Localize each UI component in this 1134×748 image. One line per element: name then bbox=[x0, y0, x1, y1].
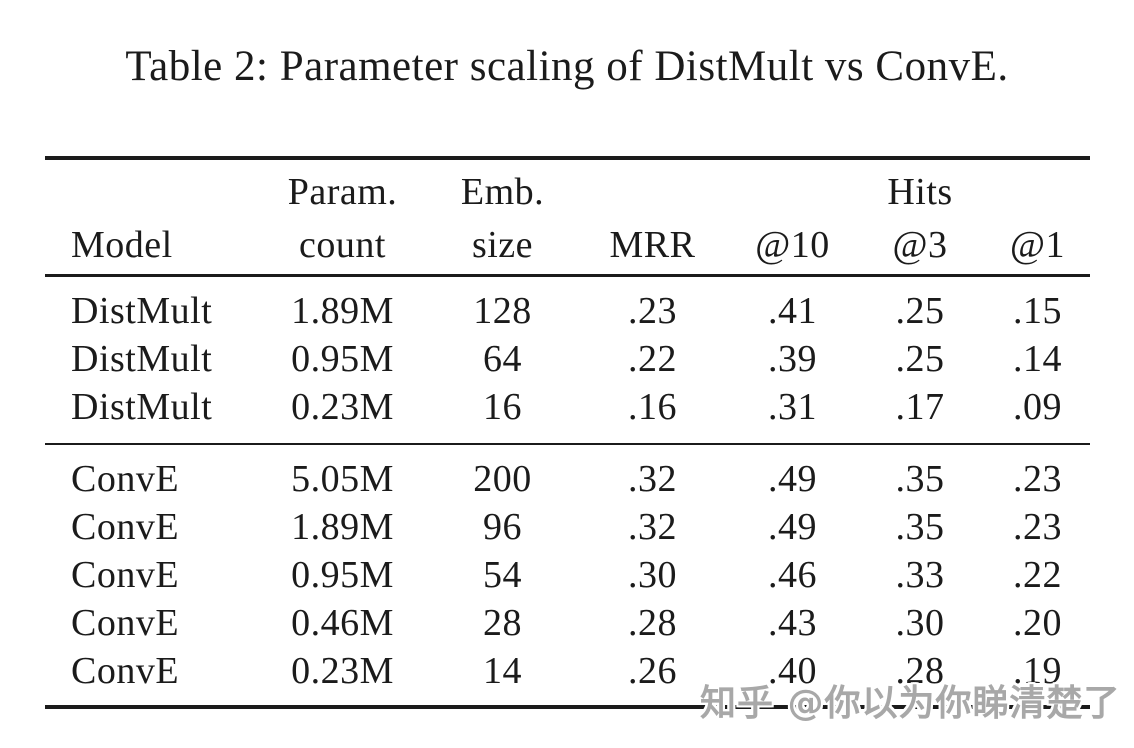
emb-size-cell: 200 bbox=[473, 458, 532, 500]
header-row-group-labels: Param. Emb. Hits bbox=[45, 158, 1090, 216]
emb-size-cell: 28 bbox=[483, 602, 522, 644]
header-spacer bbox=[730, 158, 855, 216]
size-header-cell: size bbox=[430, 216, 575, 277]
mrr-cell: .32 bbox=[628, 458, 677, 500]
param-count-cell: 0.23M bbox=[291, 650, 394, 692]
model-cell: ConvE bbox=[71, 458, 180, 500]
hits-at3-cell: .25 bbox=[895, 290, 945, 332]
count-header-cell: count bbox=[255, 216, 430, 277]
mrr-header-cell: MRR bbox=[575, 216, 730, 277]
header-spacer bbox=[45, 158, 255, 216]
at3-header-cell: @3 bbox=[855, 216, 985, 277]
hits-at1-cell: .19 bbox=[1013, 650, 1062, 692]
at10-header-cell: @10 bbox=[730, 216, 855, 277]
table-row: ConvE 5.05M 200 .32 .49 .35 .23 bbox=[45, 444, 1090, 503]
model-header-cell: Model bbox=[45, 216, 255, 277]
mrr-cell: .22 bbox=[628, 338, 677, 380]
emb-size-cell: 54 bbox=[483, 554, 522, 596]
table-row: DistMult 1.89M 128 .23 .41 .25 .15 bbox=[45, 276, 1090, 336]
hits-at1-cell: .14 bbox=[1013, 338, 1062, 380]
param-count-cell: 1.89M bbox=[291, 506, 394, 548]
hits-at1-cell: .23 bbox=[1013, 506, 1062, 548]
hits-at10-cell: .41 bbox=[768, 290, 817, 332]
table-row: ConvE 0.95M 54 .30 .46 .33 .22 bbox=[45, 551, 1090, 599]
hits-at10-cell: .31 bbox=[730, 383, 855, 445]
table-header: Param. Emb. Hits Model count size MRR @1… bbox=[45, 158, 1090, 277]
model-cell: DistMult bbox=[45, 383, 255, 445]
emb-size-cell: 64 bbox=[483, 338, 522, 380]
hits-at3-cell: .30 bbox=[895, 602, 945, 644]
hits-at3-cell: .28 bbox=[895, 650, 945, 692]
emb-size-cell: 128 bbox=[473, 290, 532, 332]
model-cell: DistMult bbox=[71, 338, 213, 380]
param-count-cell: 5.05M bbox=[291, 458, 394, 500]
header-spacer bbox=[575, 158, 730, 216]
hits-at10-cell: .39 bbox=[768, 338, 817, 380]
header-row-column-labels: Model count size MRR @10 @3 @1 bbox=[45, 216, 1090, 277]
mrr-cell: .26 bbox=[628, 650, 677, 692]
results-table: Param. Emb. Hits Model count size MRR @1… bbox=[45, 156, 1090, 709]
mrr-cell: .30 bbox=[628, 554, 677, 596]
table-row: ConvE 1.89M 96 .32 .49 .35 .23 bbox=[45, 503, 1090, 551]
hits-at10-cell: .43 bbox=[768, 602, 817, 644]
param-count-cell: 0.95M bbox=[291, 338, 394, 380]
mrr-cell: .16 bbox=[575, 383, 730, 445]
mrr-cell: .32 bbox=[628, 506, 677, 548]
hits-at1-cell: .23 bbox=[1013, 458, 1062, 500]
hits-at10-cell: .40 bbox=[768, 650, 817, 692]
table-row: ConvE 0.46M 28 .28 .43 .30 .20 bbox=[45, 599, 1090, 647]
model-cell: ConvE bbox=[71, 602, 180, 644]
emb-size-cell: 96 bbox=[483, 506, 522, 548]
conve-group: ConvE 5.05M 200 .32 .49 .35 .23 ConvE 1.… bbox=[45, 444, 1090, 707]
table-row: DistMult 0.95M 64 .22 .39 .25 .14 bbox=[45, 335, 1090, 383]
param-count-cell: 0.46M bbox=[291, 602, 394, 644]
hits-at1-cell: .09 bbox=[985, 383, 1090, 445]
hits-at10-cell: .49 bbox=[768, 506, 817, 548]
emb-header-cell: Emb. bbox=[460, 171, 545, 213]
param-count-cell: 0.23M bbox=[255, 383, 430, 445]
page-title: Table 2: Parameter scaling of DistMult v… bbox=[125, 43, 1009, 90]
param-count-cell: 1.89M bbox=[291, 290, 394, 332]
header-spacer bbox=[985, 158, 1090, 216]
distmult-group: DistMult 1.89M 128 .23 .41 .25 .15 DistM… bbox=[45, 276, 1090, 445]
mrr-cell: .23 bbox=[628, 290, 677, 332]
table-row: ConvE 0.23M 14 .26 .40 .28 .19 bbox=[45, 647, 1090, 707]
hits-at3-cell: .35 bbox=[895, 458, 945, 500]
hits-at1-cell: .15 bbox=[1013, 290, 1062, 332]
hits-header-cell: Hits bbox=[887, 171, 953, 213]
table-row: DistMult 0.23M 16 .16 .31 .17 .09 bbox=[45, 383, 1090, 445]
hits-at3-cell: .33 bbox=[895, 554, 945, 596]
emb-size-cell: 14 bbox=[483, 650, 522, 692]
param-header-cell: Param. bbox=[287, 171, 398, 213]
hits-at10-cell: .49 bbox=[768, 458, 817, 500]
param-count-cell: 0.95M bbox=[291, 554, 394, 596]
hits-at3-cell: .25 bbox=[895, 338, 945, 380]
model-cell: ConvE bbox=[71, 506, 180, 548]
model-cell: DistMult bbox=[71, 290, 213, 332]
model-cell: ConvE bbox=[71, 554, 180, 596]
hits-at10-cell: .46 bbox=[768, 554, 817, 596]
hits-at3-cell: .35 bbox=[895, 506, 945, 548]
hits-at3-cell: .17 bbox=[855, 383, 985, 445]
zhihu-watermark: 知乎 @你以为你睇清楚了 bbox=[700, 683, 1121, 724]
hits-at1-cell: .22 bbox=[1013, 554, 1062, 596]
at1-header-cell: @1 bbox=[985, 216, 1090, 277]
emb-size-cell: 16 bbox=[430, 383, 575, 445]
mrr-cell: .28 bbox=[628, 602, 677, 644]
hits-at1-cell: .20 bbox=[1013, 602, 1062, 644]
model-cell: ConvE bbox=[71, 650, 180, 692]
